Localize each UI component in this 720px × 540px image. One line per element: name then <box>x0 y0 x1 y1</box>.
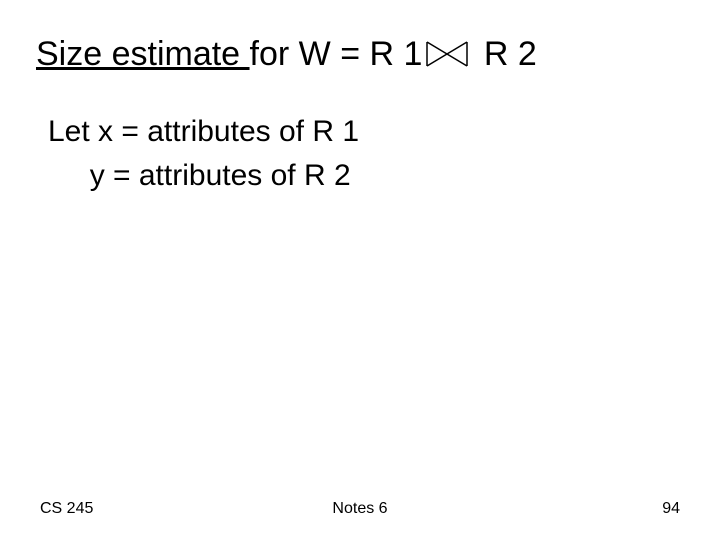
natural-join-icon <box>426 36 468 77</box>
title-rest-after-join: R 2 <box>474 35 536 73</box>
footer-center: Notes 6 <box>0 500 720 518</box>
footer-right: 94 <box>662 500 680 518</box>
body-line-1: Let x = attributes of R 1 <box>48 110 359 154</box>
slide-body: Let x = attributes of R 1 y = attributes… <box>48 110 359 197</box>
title-rest-before-join: for W = R 1 <box>250 35 423 73</box>
title-underlined: Size estimate <box>36 35 250 73</box>
body-line-2-text: y = attributes of R 2 <box>90 159 351 192</box>
body-line-2-indent <box>48 159 90 192</box>
body-line-2: y = attributes of R 2 <box>48 154 359 198</box>
slide-title: Size estimate for W = R 1 R 2 <box>36 34 537 77</box>
slide: Size estimate for W = R 1 R 2 Let x = at… <box>0 0 720 540</box>
